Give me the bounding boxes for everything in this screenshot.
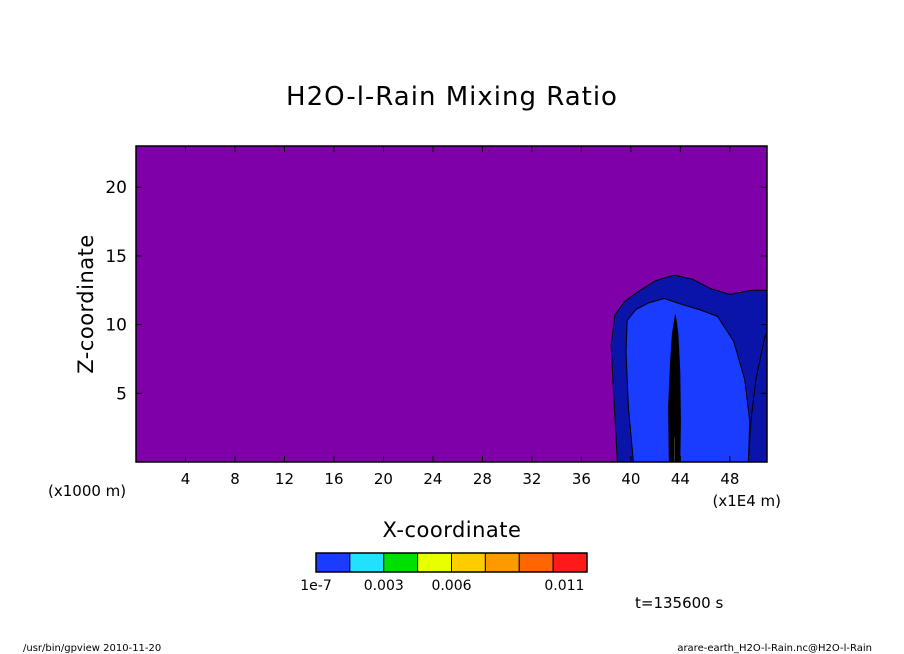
- colorbar-swatch: [451, 552, 486, 573]
- x-tick-label: 40: [621, 470, 640, 488]
- colorbar-swatch: [349, 552, 385, 573]
- x-tick-label: 36: [572, 470, 591, 488]
- colorbar-swatch: [315, 552, 351, 573]
- footer-right: arare-earth_H2O-l-Rain.nc@H2O-l-Rain: [677, 643, 872, 654]
- x-tick-label: 12: [275, 470, 294, 488]
- y-tick-label: 5: [116, 384, 127, 404]
- colorbar-label: 0.011: [544, 578, 584, 594]
- time-label: t=135600 s: [635, 594, 723, 612]
- colorbar-frame: [315, 552, 588, 573]
- x-tick-label: 44: [671, 470, 690, 488]
- colorbar-swatch: [484, 552, 520, 573]
- x-tick-label: 32: [522, 470, 541, 488]
- x-tick-label: 24: [423, 470, 442, 488]
- contour-region-main: [625, 298, 751, 463]
- x-tick-label: 28: [473, 470, 492, 488]
- x-unit-right: (x1E4 m): [712, 492, 781, 510]
- footer-left: /usr/bin/gpview 2010-11-20: [23, 643, 161, 654]
- x-tick-label: 4: [181, 470, 191, 488]
- x-tick-label: 48: [720, 470, 739, 488]
- colorbar: 1e-7 0.003 0.006 0.011: [300, 552, 588, 594]
- colorbar-swatch: [417, 552, 452, 573]
- colorbar-swatch: [552, 552, 588, 573]
- contour-region-core: [668, 314, 681, 463]
- x-tick-label: 20: [374, 470, 393, 488]
- colorbar-label: 0.006: [431, 578, 471, 594]
- x-tick-label: 16: [324, 470, 343, 488]
- plot-frame: [135, 145, 768, 463]
- y-tick-label: 10: [105, 316, 127, 336]
- colorbar-swatch: [383, 552, 419, 573]
- y-axis-label: Z-coordinate: [74, 234, 98, 374]
- contour-region-peak: [673, 436, 676, 463]
- y-tick-label: 15: [105, 247, 127, 267]
- colorbar-swatch: [518, 552, 554, 573]
- x-tick-label: 8: [230, 470, 240, 488]
- colorbar-label: 1e-7: [300, 578, 331, 594]
- x-unit-left: (x1000 m): [48, 482, 126, 500]
- x-axis-label: X-coordinate: [383, 518, 522, 542]
- colorbar-label: 0.003: [364, 578, 404, 594]
- y-tick-label: 20: [105, 178, 127, 198]
- chart-title: H2O-l-Rain Mixing Ratio: [286, 82, 618, 112]
